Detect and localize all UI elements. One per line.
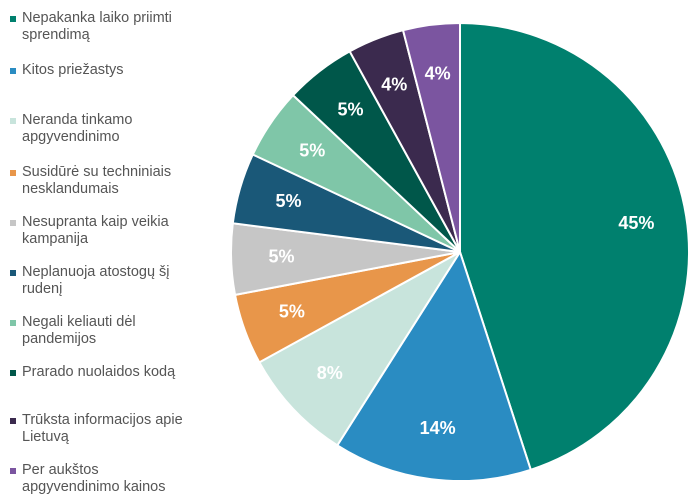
legend-swatch (10, 220, 16, 226)
legend-item: Neplanuoja atostogų šį rudenį (10, 264, 225, 298)
legend-item: Kitos priežastys (10, 62, 225, 79)
legend-swatch (10, 16, 16, 22)
legend-label: Prarado nuolaidos kodą (22, 364, 176, 380)
legend-item: Trūksta informacijos apie Lietuvą (10, 412, 225, 446)
legend-label: Nesupranta kaip veikia kampanija (22, 214, 169, 247)
legend-label: Trūksta informacijos apie Lietuvą (22, 412, 183, 445)
data-label: 5% (279, 301, 305, 321)
data-label: 4% (381, 75, 407, 95)
legend-item: Nepakanka laiko priimti sprendimą (10, 10, 225, 44)
data-label: 5% (299, 140, 325, 160)
legend-swatch (10, 418, 16, 424)
slice (401, 21, 461, 253)
legend-label: Per aukštos apgyvendinimo kainos (22, 462, 166, 495)
legend-item: Per aukštos apgyvendinimo kainos (10, 462, 225, 496)
legend-item: Negali keliauti dėl pandemijos (10, 314, 225, 348)
legend-label: Neplanuoja atostogų šį rudenį (22, 264, 170, 297)
legend-swatch (10, 68, 16, 74)
legend-swatch (10, 468, 16, 474)
data-label: 5% (268, 246, 294, 266)
legend-label: Nepakanka laiko priimti sprendimą (22, 10, 172, 43)
slice (459, 21, 690, 472)
legend-item: Nesupranta kaip veikia kampanija (10, 214, 225, 248)
legend-item: Susidūrė su techniniais nesklandumais (10, 164, 225, 198)
legend-item: Prarado nuolaidos kodą (10, 364, 225, 381)
data-label: 5% (338, 100, 364, 120)
legend-item: Neranda tinkamo apgyvendinimo (10, 112, 225, 146)
data-label: 45% (618, 213, 654, 233)
data-label: 8% (317, 363, 343, 383)
legend-label: Neranda tinkamo apgyvendinimo (22, 112, 133, 145)
legend-label: Negali keliauti dėl pandemijos (22, 314, 136, 347)
slice (257, 251, 461, 447)
legend-swatch (10, 270, 16, 276)
legend-swatch (10, 170, 16, 176)
legend-label: Susidūrė su techniniais nesklandumais (22, 164, 172, 197)
data-label: 5% (275, 191, 301, 211)
data-label: 14% (420, 418, 456, 438)
legend-swatch (10, 370, 16, 376)
legend-swatch (10, 320, 16, 326)
data-label: 4% (425, 64, 451, 84)
legend-swatch (10, 118, 16, 124)
legend-label: Kitos priežastys (22, 62, 124, 78)
slice (335, 249, 533, 482)
